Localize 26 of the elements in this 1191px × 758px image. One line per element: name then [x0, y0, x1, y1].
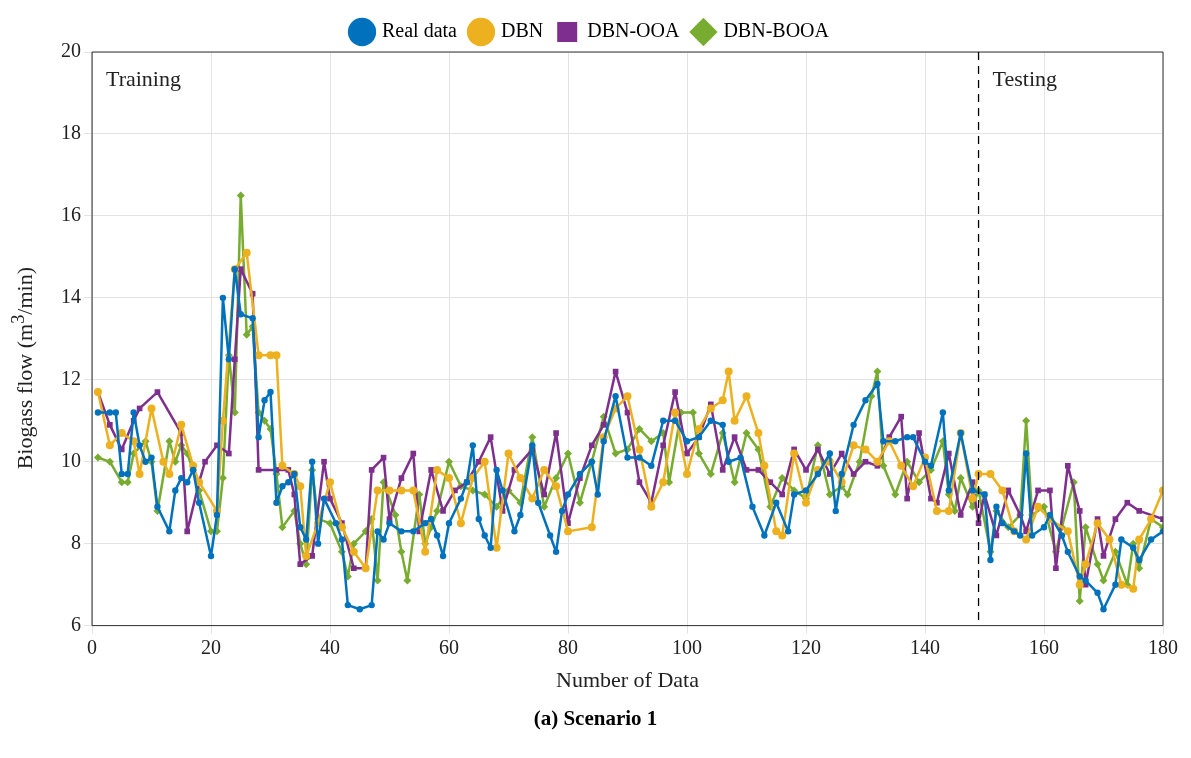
- legend-label: Real data: [382, 19, 458, 42]
- legend-label: DBN: [500, 19, 544, 42]
- y-tick-label: 10: [61, 448, 81, 471]
- x-tick-label: 0: [87, 635, 97, 658]
- legend-label: DBN-BOOA: [723, 19, 830, 42]
- y-tick-label: 8: [71, 530, 81, 553]
- y-tick-label: 20: [61, 39, 81, 62]
- y-tick-label: 6: [71, 612, 81, 635]
- y-tick-label: 14: [61, 285, 81, 308]
- x-tick-label: 160: [1029, 635, 1059, 658]
- x-tick-label: 60: [439, 635, 459, 658]
- x-axis-title: Number of Data: [556, 666, 700, 692]
- x-tick-label: 140: [910, 635, 940, 658]
- x-tick-label: 120: [791, 635, 821, 658]
- y-tick-label: 12: [61, 367, 81, 390]
- x-tick-label: 180: [1148, 635, 1178, 658]
- x-tick-label: 40: [320, 635, 340, 658]
- y-tick-label: 16: [61, 203, 81, 226]
- x-tick-label: 20: [201, 635, 221, 658]
- y-tick-label: 18: [61, 121, 81, 144]
- text: (a) Scenario 1: [532, 706, 659, 731]
- x-tick-label: 100: [672, 635, 702, 658]
- x-tick-label: 80: [558, 635, 578, 658]
- annotation: Testing: [992, 65, 1057, 91]
- annotation: Training: [106, 65, 181, 91]
- legend-label: DBN-OOA: [587, 19, 680, 42]
